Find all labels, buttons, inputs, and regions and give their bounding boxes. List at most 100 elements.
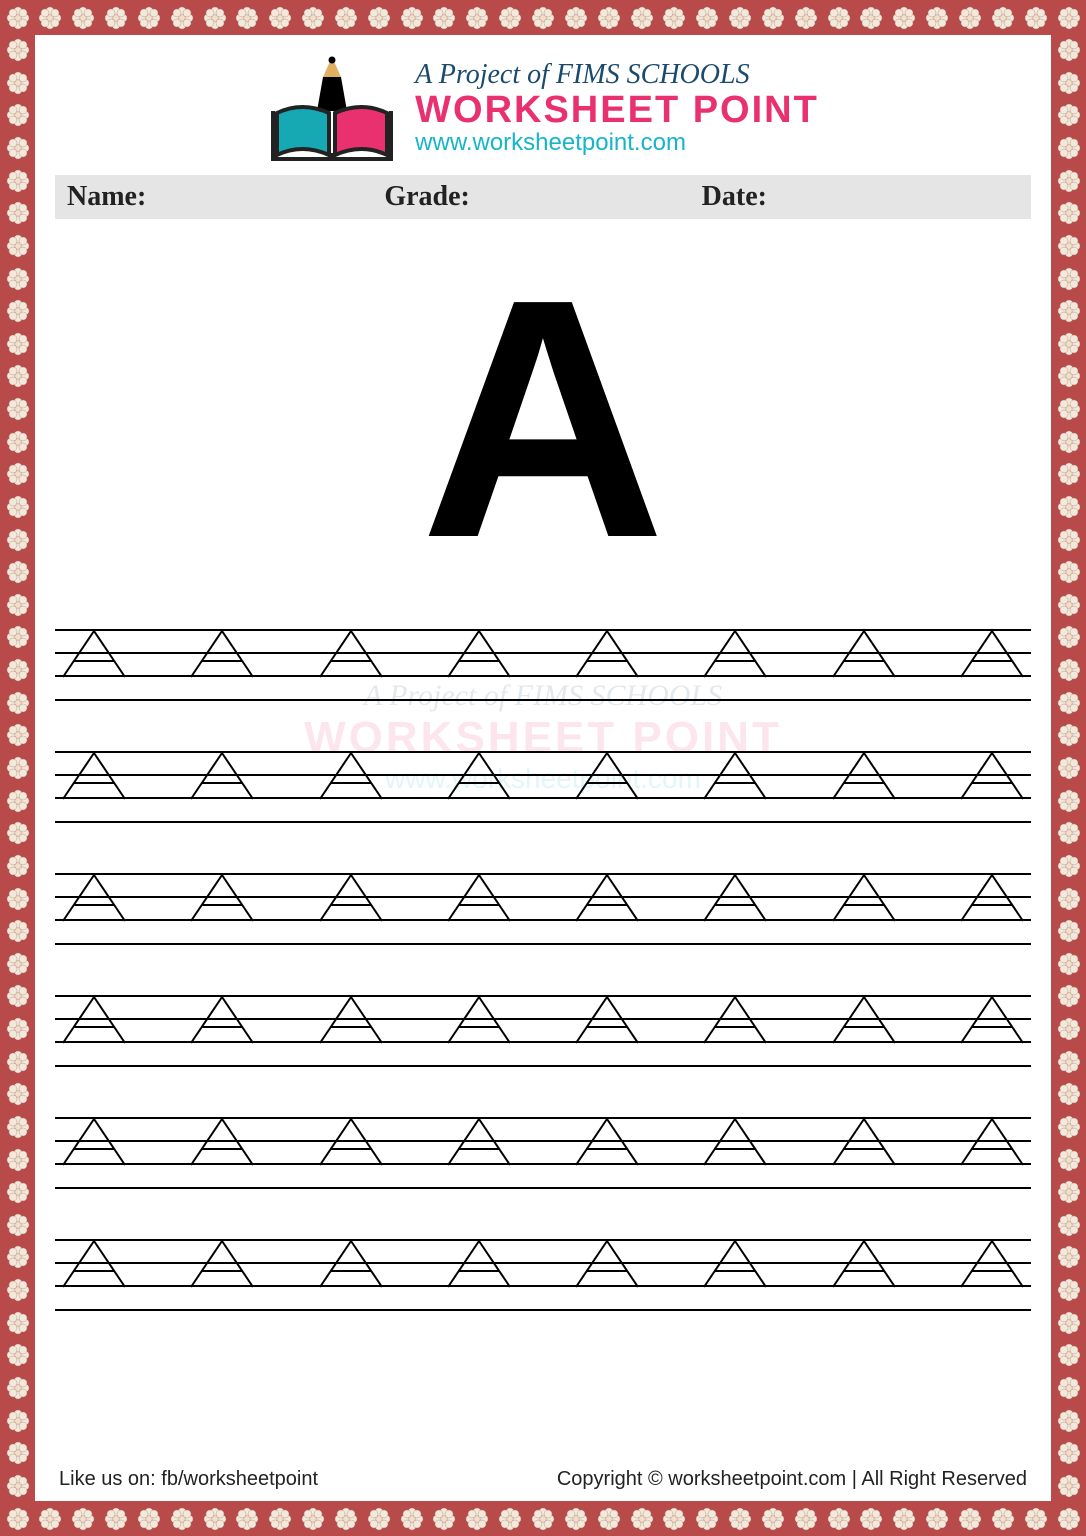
trace-letter-a	[316, 751, 386, 801]
border-flower-icon	[6, 1017, 30, 1041]
logo-title: WORKSHEET POINT	[415, 91, 819, 129]
border-flower-icon	[1057, 1474, 1081, 1498]
border-flower-icon	[761, 6, 785, 30]
tracing-row	[55, 1117, 1031, 1187]
trace-letter-a	[957, 995, 1027, 1045]
trace-letter-a	[829, 1117, 899, 1167]
border-flower-icon	[6, 1507, 30, 1531]
border-flower-icon	[6, 1474, 30, 1498]
trace-letter-a	[829, 1239, 899, 1289]
border-flower-icon	[6, 430, 30, 454]
border-flower-icon	[761, 1507, 785, 1531]
display-letter: A	[55, 249, 1031, 589]
border-flower-icon	[6, 1180, 30, 1204]
border-flower-icon	[6, 71, 30, 95]
border-flower-icon	[1057, 789, 1081, 813]
trace-letter-a	[59, 1117, 129, 1167]
tracing-row	[55, 1239, 1031, 1309]
border-flower-icon	[1057, 723, 1081, 747]
border-flower-icon	[71, 1507, 95, 1531]
border-flower-icon	[6, 495, 30, 519]
tracing-area: A Project of FIMS SCHOOLS WORKSHEET POIN…	[55, 619, 1031, 1460]
border-flower-icon	[1057, 1050, 1081, 1074]
trace-letter-a	[59, 1239, 129, 1289]
trace-letter-a	[572, 873, 642, 923]
border-flower-icon	[1057, 71, 1081, 95]
border-flower-icon	[1057, 1082, 1081, 1106]
border-flower-icon	[1057, 1507, 1081, 1531]
border-flower-icon	[1057, 756, 1081, 780]
border-flower-icon	[6, 821, 30, 845]
trace-letter-a	[572, 1117, 642, 1167]
border-flower-icon	[597, 1507, 621, 1531]
trace-letter-a	[957, 1117, 1027, 1167]
border-flower-icon	[827, 1507, 851, 1531]
trace-letter-a	[316, 629, 386, 679]
trace-letter-a	[316, 1239, 386, 1289]
border-flower-icon	[170, 6, 194, 30]
trace-letter-a	[829, 995, 899, 1045]
border-flower-icon	[794, 6, 818, 30]
border-flower-icon	[6, 593, 30, 617]
trace-letter-a	[444, 873, 514, 923]
border-flower-icon	[301, 6, 325, 30]
border-flower-icon	[859, 6, 883, 30]
trace-letter-a	[957, 873, 1027, 923]
footer: Like us on: fb/worksheetpoint Copyright …	[55, 1460, 1031, 1501]
border-flower-icon	[6, 38, 30, 62]
border-flower-icon	[6, 364, 30, 388]
trace-letter-a	[957, 1239, 1027, 1289]
trace-letter-a	[444, 751, 514, 801]
border-flower-icon	[367, 6, 391, 30]
border-flower-icon	[6, 1409, 30, 1433]
border-flower-icon	[531, 6, 555, 30]
border-flower-icon	[203, 1507, 227, 1531]
border-flower-icon	[1057, 1245, 1081, 1269]
border-flower-icon	[564, 6, 588, 30]
border-flower-icon	[6, 854, 30, 878]
border-flower-icon	[400, 6, 424, 30]
border-flower-icon	[1057, 691, 1081, 715]
border-flower-icon	[6, 560, 30, 584]
border-flower-icon	[1057, 528, 1081, 552]
border-flower-icon	[104, 1507, 128, 1531]
border-flower-icon	[38, 1507, 62, 1531]
trace-letter-a	[572, 1239, 642, 1289]
trace-letter-a	[700, 751, 770, 801]
border-flower-icon	[859, 1507, 883, 1531]
border-flower-icon	[6, 1311, 30, 1335]
border-flower-icon	[6, 789, 30, 813]
border-flower-icon	[465, 6, 489, 30]
border-flower-icon	[6, 691, 30, 715]
border-flower-icon	[1057, 1376, 1081, 1400]
border-flower-icon	[695, 6, 719, 30]
border-flower-icon	[301, 1507, 325, 1531]
border-flower-icon	[6, 919, 30, 943]
border-flower-icon	[1057, 952, 1081, 976]
border-flower-icon	[1057, 1441, 1081, 1465]
worksheet-page: A Project of FIMS SCHOOLS WORKSHEET POIN…	[35, 35, 1051, 1501]
border-flower-icon	[6, 1213, 30, 1237]
trace-letter-a	[444, 629, 514, 679]
border-flower-icon	[1057, 854, 1081, 878]
info-bar: Name: Grade: Date:	[55, 175, 1031, 219]
border-flower-icon	[1057, 332, 1081, 356]
border-flower-icon	[235, 6, 259, 30]
border-flower-icon	[1057, 919, 1081, 943]
date-field-label: Date:	[702, 181, 1019, 213]
decorative-border: A Project of FIMS SCHOOLS WORKSHEET POIN…	[0, 0, 1086, 1536]
border-flower-icon	[991, 1507, 1015, 1531]
border-flower-icon	[6, 1245, 30, 1269]
border-flower-icon	[1057, 234, 1081, 258]
border-flower-icon	[334, 1507, 358, 1531]
footer-copyright: Copyright © worksheetpoint.com | All Rig…	[557, 1468, 1027, 1491]
border-flower-icon	[71, 6, 95, 30]
border-flower-icon	[6, 136, 30, 160]
trace-letter-a	[187, 873, 257, 923]
border-flower-icon	[1057, 560, 1081, 584]
border-flower-icon	[991, 6, 1015, 30]
border-flower-icon	[400, 1507, 424, 1531]
border-flower-icon	[6, 234, 30, 258]
border-flower-icon	[6, 528, 30, 552]
border-flower-icon	[597, 6, 621, 30]
